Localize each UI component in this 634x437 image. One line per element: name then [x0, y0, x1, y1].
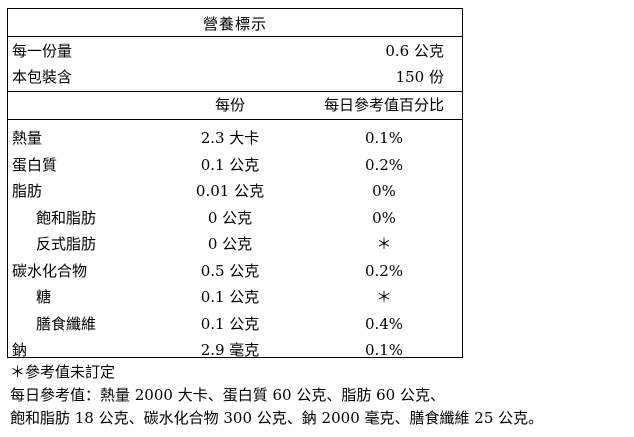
nutrient-label: 飽和脂肪: [36, 208, 97, 227]
nutrient-per-serving: 0.5 公克: [200, 261, 260, 280]
nutrient-row: 糖 0.1 公克 ＊: [8, 285, 462, 309]
servings-per-package-label: 本包裝含: [12, 68, 73, 86]
per-serving-header: 每份: [214, 96, 245, 114]
nutrient-label: 脂肪: [12, 182, 43, 200]
nutrient-label: 熱量: [12, 129, 43, 147]
nutrient-row: 飽和脂肪 0 公克 0%: [8, 206, 462, 230]
serving-size-row: 每一份量 0.6 公克: [8, 39, 462, 63]
nutrient-daily-percent: ＊: [376, 288, 392, 306]
nutrient-daily-percent: 0%: [372, 182, 396, 200]
nutrient-label: 膳食纖維: [36, 314, 97, 333]
nutrient-daily-percent: 0.1%: [364, 129, 404, 147]
nutrient-daily-percent: 0.4%: [364, 314, 404, 333]
footnote-reference-1: 每日參考值：熱量 2000 大卡、蛋白質 60 公克、脂肪 60 公克、: [10, 386, 445, 404]
nutrient-daily-percent: 0.1%: [364, 341, 404, 359]
nutrient-daily-percent: 0.2%: [364, 155, 404, 174]
nutrient-per-serving: 0.1 公克: [200, 288, 260, 306]
divider: [8, 119, 462, 120]
panel-title: 營養標示: [202, 15, 267, 33]
nutrient-label: 碳水化合物: [12, 261, 88, 280]
nutrition-facts-panel: 營養標示 每一份量 0.6 公克 本包裝含 150 份 每份 每日參考值百分比 …: [7, 8, 463, 359]
footnote-undefined: ＊參考值未訂定: [10, 363, 116, 381]
column-header-row: 每份 每日參考值百分比: [8, 93, 462, 117]
nutrient-per-serving: 0.1 公克: [200, 314, 260, 333]
nutrient-label: 糖: [36, 288, 52, 306]
servings-per-package-row: 本包裝含 150 份: [8, 65, 462, 89]
serving-size-value: 0.6 公克: [385, 42, 444, 60]
serving-size-label: 每一份量: [12, 42, 73, 60]
nutrient-daily-percent: 0.2%: [364, 261, 404, 280]
divider: [8, 91, 462, 92]
nutrient-row: 碳水化合物 0.5 公克 0.2%: [8, 259, 462, 283]
nutrient-per-serving: 2.9 毫克: [200, 341, 260, 359]
divider: [8, 36, 462, 37]
nutrient-per-serving: 0 公克: [207, 208, 253, 227]
footnotes: ＊參考值未訂定 每日參考值：熱量 2000 大卡、蛋白質 60 公克、脂肪 60…: [10, 361, 630, 430]
nutrient-per-serving: 2.3 大卡: [200, 129, 260, 147]
nutrient-row: 反式脂肪 0 公克 ＊: [8, 232, 462, 256]
daily-percent-header: 每日參考值百分比: [323, 96, 444, 114]
nutrient-row: 蛋白質 0.1 公克 0.2%: [8, 153, 462, 177]
nutrient-per-serving: 0.01 公克: [195, 182, 265, 200]
nutrient-label: 蛋白質: [12, 155, 58, 174]
servings-per-package-value: 150 份: [395, 68, 444, 86]
footnote-reference-2: 飽和脂肪 18 公克、碳水化合物 300 公克、鈉 2000 毫克、膳食纖維 2…: [10, 409, 544, 427]
nutrient-per-serving: 0.1 公克: [200, 155, 260, 174]
nutrient-label: 反式脂肪: [36, 235, 97, 253]
nutrient-row: 膳食纖維 0.1 公克 0.4%: [8, 312, 462, 336]
nutrient-row: 鈉 2.9 毫克 0.1%: [8, 338, 462, 362]
nutrient-label: 鈉: [12, 341, 28, 359]
nutrient-per-serving: 0 公克: [207, 235, 253, 253]
nutrient-daily-percent: 0%: [372, 208, 396, 227]
nutrient-daily-percent: ＊: [376, 235, 392, 253]
nutrient-row: 熱量 2.3 大卡 0.1%: [8, 126, 462, 150]
nutrient-row: 脂肪 0.01 公克 0%: [8, 179, 462, 203]
